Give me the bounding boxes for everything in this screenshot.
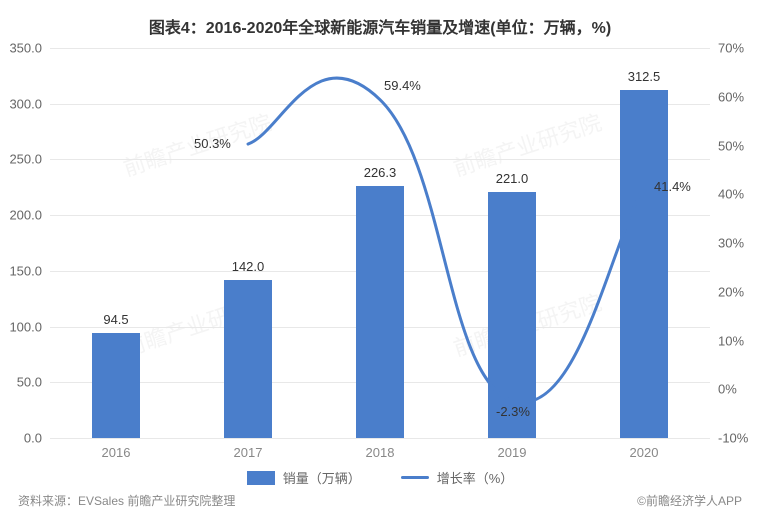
y-left-tick: 50.0 (2, 375, 42, 390)
footer-source: 资料来源：EVSales 前瞻产业研究院整理 (18, 492, 235, 509)
legend: 销量（万辆） 增长率（%） (0, 468, 760, 487)
y-right-tick: 30% (718, 236, 758, 251)
gridline (50, 438, 710, 439)
x-tick: 2018 (366, 445, 395, 460)
legend-item-line: 增长率（%） (401, 468, 514, 487)
footer-brand: ©前瞻经济学人APP (637, 492, 742, 509)
x-tick: 2019 (498, 445, 527, 460)
y-right-tick: 50% (718, 138, 758, 153)
y-left-tick: 250.0 (2, 152, 42, 167)
y-right-tick: 0% (718, 382, 758, 397)
legend-item-bar: 销量（万辆） (247, 468, 361, 487)
y-left-tick: 0.0 (2, 431, 42, 446)
y-right-tick: 10% (718, 333, 758, 348)
y-right-tick: 60% (718, 89, 758, 104)
y-left-tick: 350.0 (2, 41, 42, 56)
y-right-tick: 70% (718, 41, 758, 56)
y-left-tick: 100.0 (2, 319, 42, 334)
line-chart-svg (50, 48, 710, 438)
chart-plot-area: 前瞻产业研究院前瞻产业研究院前瞻产业研究院前瞻产业研究院0.050.0100.0… (50, 48, 710, 438)
x-tick: 2020 (630, 445, 659, 460)
x-tick: 2017 (234, 445, 263, 460)
chart-title: 图表4：2016-2020年全球新能源汽车销量及增速(单位：万辆，%) (0, 0, 760, 44)
legend-bar-label: 销量（万辆） (283, 468, 361, 487)
legend-line-label: 增长率（%） (437, 468, 514, 487)
growth-line (248, 78, 644, 402)
y-right-tick: -10% (718, 431, 758, 446)
x-tick: 2016 (102, 445, 131, 460)
legend-bar-swatch (247, 471, 275, 485)
y-left-tick: 300.0 (2, 96, 42, 111)
legend-line-swatch (401, 476, 429, 479)
y-right-tick: 40% (718, 187, 758, 202)
y-left-tick: 150.0 (2, 263, 42, 278)
y-left-tick: 200.0 (2, 208, 42, 223)
y-right-tick: 20% (718, 284, 758, 299)
